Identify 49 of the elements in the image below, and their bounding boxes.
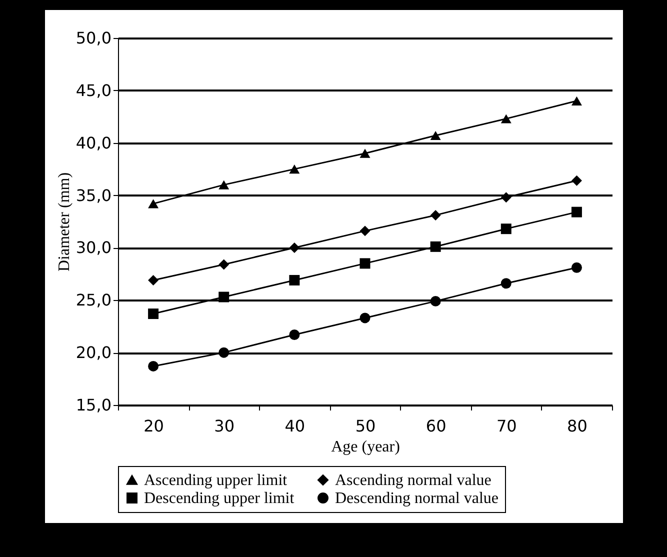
point: [500, 278, 512, 289]
point: [289, 164, 300, 174]
point: [218, 292, 230, 302]
point: [500, 224, 512, 234]
legend-label: Descending upper limit: [144, 490, 295, 507]
point: [148, 360, 159, 372]
legend-label: Ascending normal value: [335, 472, 492, 489]
x-tick-label: 80: [567, 416, 588, 436]
point: [218, 259, 230, 270]
y-tick-label: 40,0: [76, 133, 112, 152]
point: [360, 226, 370, 236]
x-tick-label: 50: [355, 416, 376, 436]
point: [218, 180, 230, 190]
point: [571, 175, 582, 186]
point: [430, 296, 441, 306]
point: [289, 242, 300, 253]
point: [430, 130, 441, 140]
point: [289, 330, 300, 340]
point: [500, 192, 512, 203]
y-tick-label: 50,0: [76, 28, 112, 48]
legend-label: Ascending upper limit: [144, 472, 288, 489]
point: [360, 258, 370, 269]
y-tick-label: 30,0: [76, 238, 112, 258]
point: [360, 148, 370, 158]
point: [148, 274, 159, 286]
point: [571, 206, 582, 218]
legend-label: Descending normal value: [335, 490, 498, 507]
point: [430, 210, 441, 220]
x-tick-label: 60: [426, 416, 446, 436]
point: [500, 114, 512, 124]
y-axis-title: Diameter (mm): [56, 172, 73, 272]
point: [148, 199, 159, 208]
y-tick-label: 15,0: [76, 396, 112, 414]
point: [289, 274, 300, 286]
x-tick-label: 20: [144, 416, 164, 436]
y-tick-label: 20,0: [76, 343, 112, 362]
y-tick-label: 25,0: [76, 290, 112, 310]
x-tick-label: 70: [496, 416, 517, 436]
point: [430, 241, 441, 252]
x-tick-label: 40: [284, 416, 306, 436]
x-tick-label: 30: [214, 416, 235, 436]
point: [218, 347, 230, 358]
point: [360, 312, 370, 324]
x-axis-title: Age (year): [331, 438, 400, 456]
y-tick-label: 45,0: [76, 80, 112, 100]
point: [571, 262, 582, 273]
point: [148, 308, 159, 320]
y-tick-label: 35,0: [76, 186, 112, 205]
point: [571, 96, 582, 106]
